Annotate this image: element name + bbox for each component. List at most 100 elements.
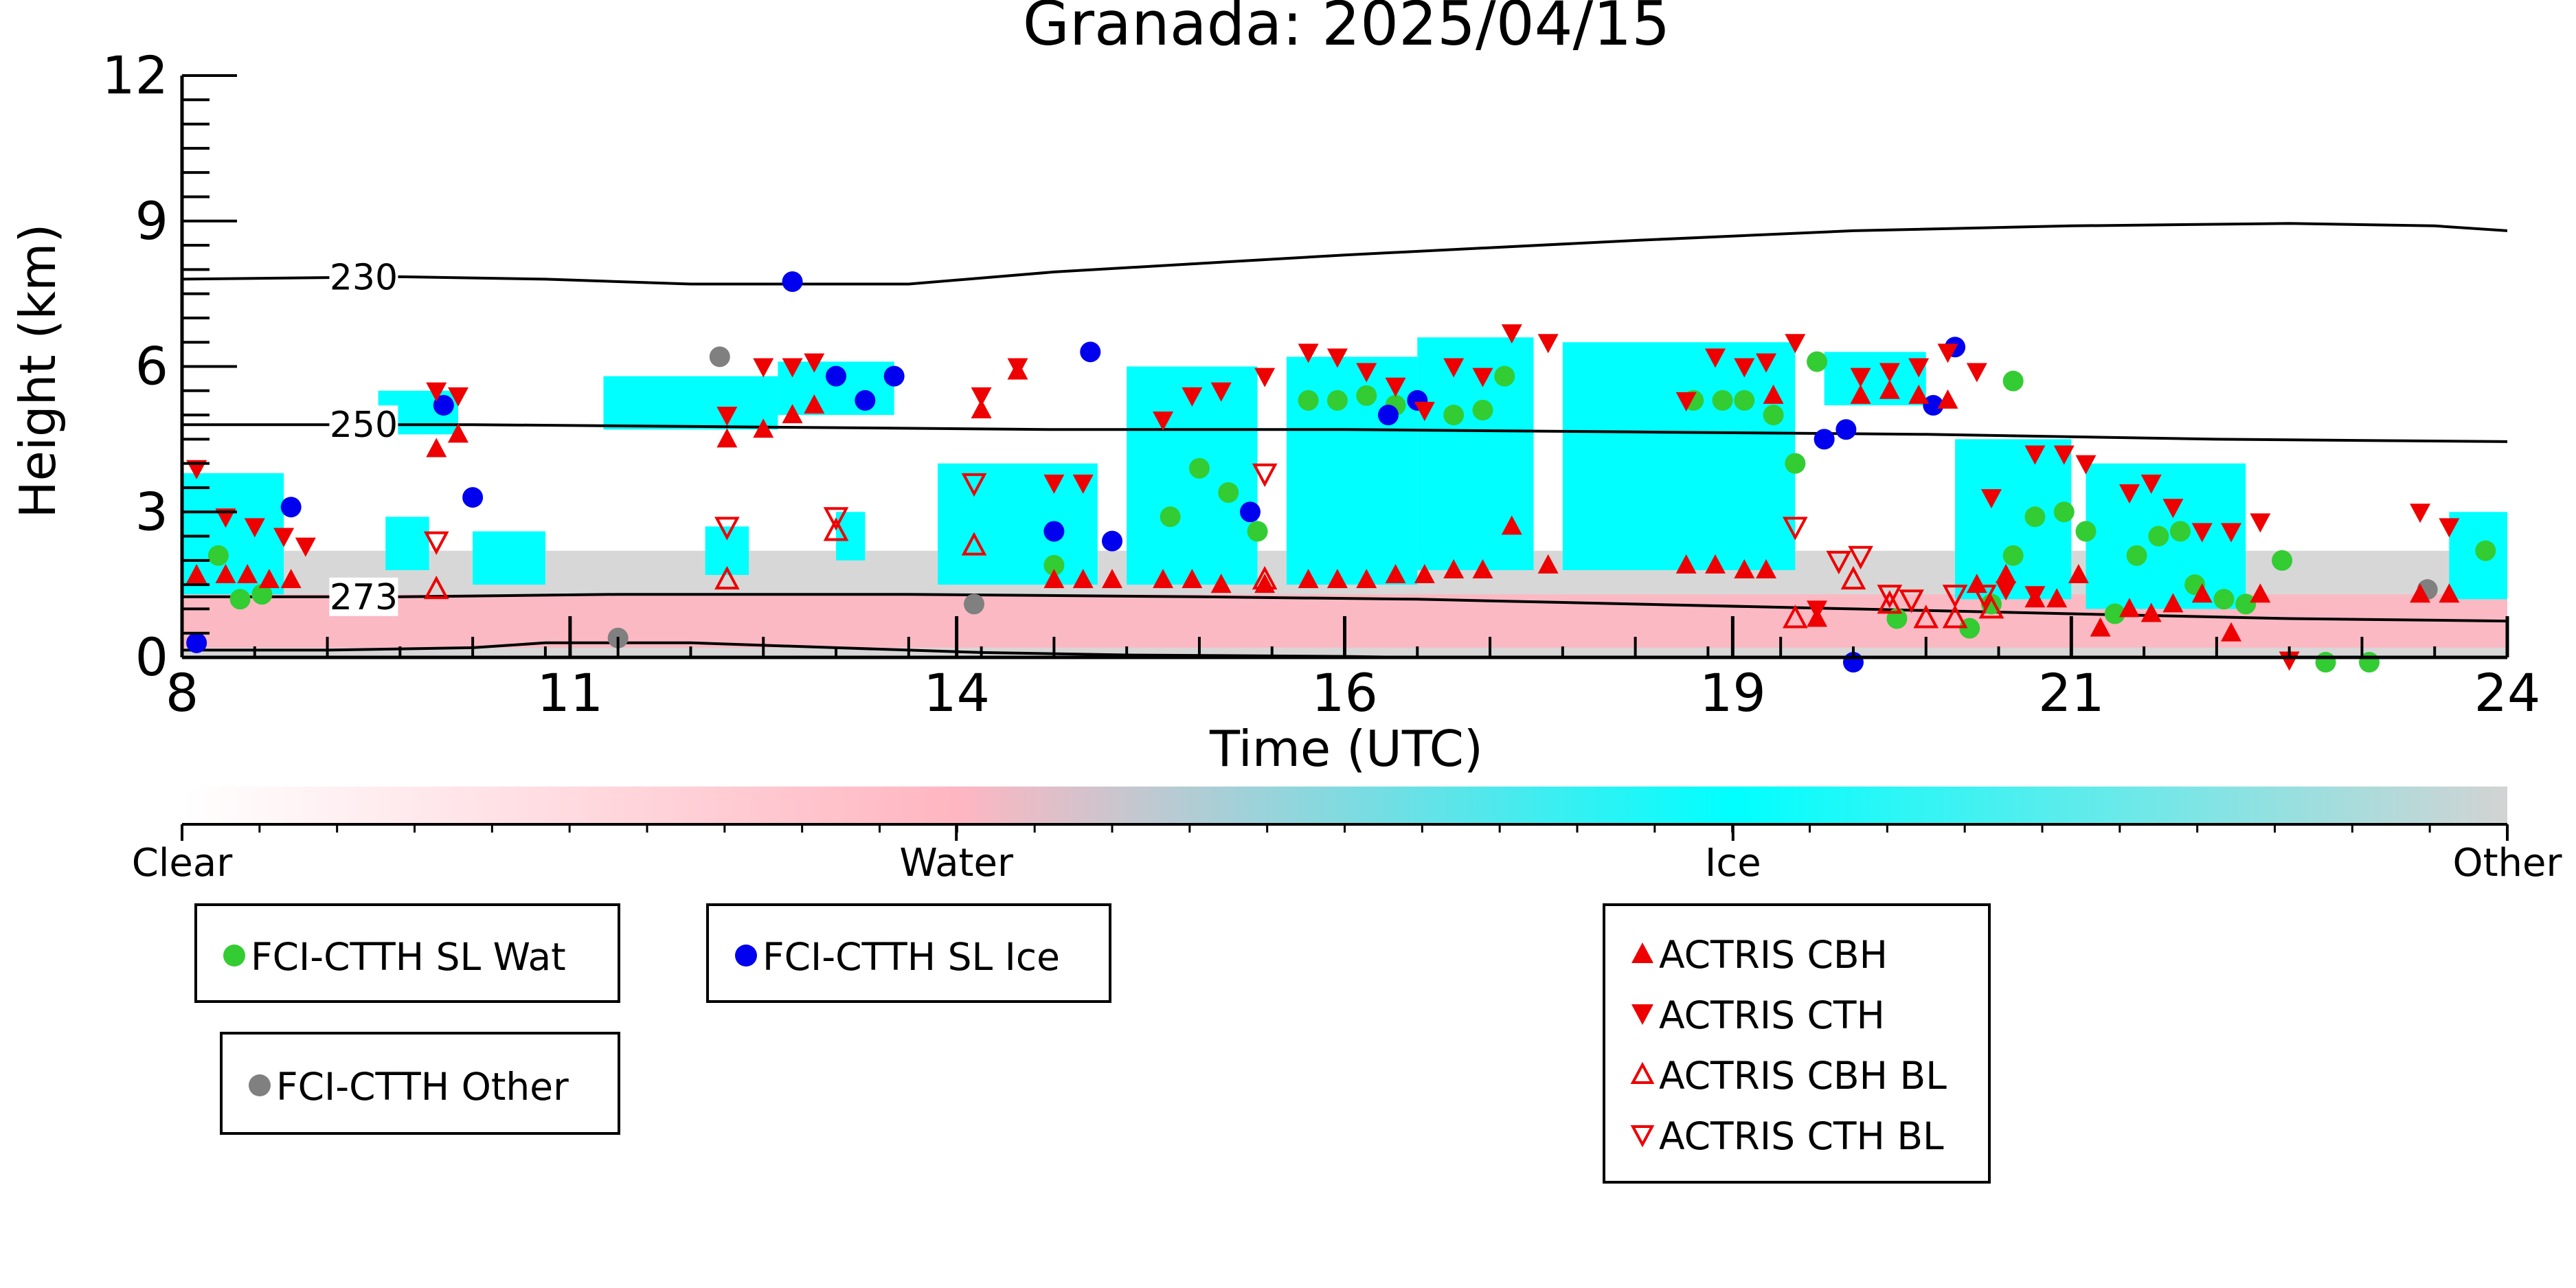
legend-label-actris-cth: ACTRIS CTH (1659, 993, 1885, 1037)
marker-actris-cth (1807, 600, 1828, 620)
marker-fci-ctth-sl-wat (229, 589, 251, 610)
marker-fci-ctth-sl-wat (2235, 594, 2257, 615)
y-tick-label: 12 (102, 45, 168, 106)
marker-actris-cth (1385, 377, 1406, 397)
colorbar (182, 787, 2507, 824)
marker-actris-cth (1443, 358, 1465, 378)
marker-actris-cth (2119, 484, 2140, 504)
marker-fci-ctth-sl-ice (1814, 429, 1835, 450)
marker-actris-cth (1501, 324, 1522, 344)
marker-actris-cbh-bl (823, 517, 849, 541)
marker-fci-ctth-sl-wat (2002, 545, 2024, 566)
marker-actris-cth (447, 387, 468, 407)
marker-fci-ctth-sl-ice (1080, 341, 1101, 363)
marker-fci-ctth-sl-wat (1763, 405, 1784, 426)
marker-fci-ctth-sl-ice (1239, 501, 1261, 523)
colorbar-axis: Clear Water Ice Other (132, 823, 2562, 885)
marker-fci-ctth-sl-wat (2475, 540, 2496, 561)
marker-actris-cth (1537, 334, 1559, 354)
legend-label-actris-cth-bl: ACTRIS CTH BL (1659, 1114, 1944, 1158)
marker-actris-cth (753, 358, 774, 378)
marker-actris-cth (1704, 348, 1726, 368)
marker-actris-cbh-bl (961, 532, 987, 556)
marker-fci-ctth-sl-wat (2213, 589, 2235, 610)
legend-label-actris-cbh-bl: ACTRIS CBH BL (1659, 1054, 1947, 1098)
marker-fci-ctth-sl-ice (1923, 394, 1944, 416)
marker-actris-cth (1908, 358, 1930, 378)
marker-actris-cth (2250, 513, 2271, 533)
legend-label-fci-wat: FCI-CTTH SL Wat (251, 935, 566, 979)
marker-actris-cth (1254, 368, 1276, 387)
marker-actris-cth (1414, 402, 1435, 422)
legend-label-actris-cbh: ACTRIS CBH (1659, 933, 1888, 977)
marker-actris-cth (782, 358, 803, 378)
marker-actris-cbh (2046, 588, 2068, 608)
marker-actris-cth (2439, 518, 2460, 538)
marker-actris-cth (1996, 581, 2017, 601)
marker-actris-cbh (426, 438, 447, 457)
marker-actris-cth (2162, 499, 2184, 519)
marker-actris-cth (186, 460, 207, 479)
marker-actris-cth-bl (423, 531, 449, 555)
marker-actris-cth (1356, 363, 1377, 383)
colorbar-label: Water (899, 841, 1014, 885)
marker-actris-cbh (215, 564, 236, 584)
x-tick-label: 16 (1311, 662, 1378, 723)
marker-actris-cbh (1443, 558, 1465, 578)
contour-label-bg (329, 577, 398, 616)
marker-fci-ctth-sl-wat (2075, 521, 2097, 542)
colorbar-label: Clear (132, 841, 233, 885)
marker-actris-cth (2024, 445, 2046, 465)
marker-actris-cbh (2191, 583, 2213, 603)
marker-fci-ctth-sl-wat (2024, 506, 2046, 528)
marker-actris-cbh-bl (1840, 565, 1866, 590)
marker-actris-cbh (971, 399, 992, 419)
y-tick-label: 6 (135, 336, 168, 397)
legend-label-fci-ice: FCI-CTTH SL Ice (762, 935, 1060, 979)
marker-fci-ctth-sl-ice (1102, 530, 1122, 552)
marker-actris-cbh (1102, 569, 1122, 589)
marker-actris-cth-bl (1877, 585, 1903, 609)
cloud-region-ice (473, 531, 545, 585)
legend-fci-wat: FCI-CTTH SL Wat (194, 903, 620, 1003)
marker-actris-cth (1007, 358, 1028, 378)
contour-label-bg (329, 405, 398, 444)
marker-actris-cth-bl (1971, 585, 1997, 609)
x-tick-label: 24 (2474, 662, 2541, 723)
marker-actris-cbh (716, 428, 738, 448)
marker-actris-cbh (1996, 564, 2017, 584)
cloud-region-ice (385, 517, 429, 570)
marker-actris-cbh (1326, 569, 1348, 589)
marker-actris-cbh (2439, 583, 2460, 603)
marker-actris-cth (1210, 382, 1232, 402)
marker-actris-cth (971, 387, 992, 407)
contour-label: 250 (330, 405, 398, 446)
marker-actris-cbh (1043, 569, 1065, 589)
marker-actris-cbh (1472, 558, 1493, 578)
x-axis-label: Time (UTC) (1209, 720, 1483, 778)
marker-actris-cth (1937, 343, 1958, 363)
marker-fci-ctth-sl-wat (1160, 506, 1181, 528)
marker-fci-ctth-sl-wat (1043, 554, 1065, 576)
marker-fci-ctth-sl-ice (782, 271, 803, 292)
cloud-region-ice (1562, 342, 1796, 570)
legend-actris: ACTRIS CBH ACTRIS CTH ACTRIS CBH BL ACTR… (1603, 903, 1991, 1184)
marker-fci-ctth-sl-wat (2315, 652, 2336, 673)
marker-actris-cbh-bl (1252, 565, 1278, 590)
marker-actris-cth (215, 508, 236, 528)
marker-fci-ctth-other (709, 346, 730, 368)
marker-actris-cth (1326, 348, 1348, 368)
marker-actris-cbh-bl (1783, 605, 1808, 629)
marker-actris-cbh (1072, 569, 1094, 589)
marker-actris-cbh (782, 404, 803, 424)
marker-actris-cbh (1537, 554, 1559, 574)
contour-line-230 (182, 222, 2507, 286)
marker-actris-cth (2024, 586, 2046, 606)
marker-actris-cbh (2068, 564, 2089, 584)
marker-actris-cbh (186, 564, 207, 584)
marker-actris-cth-bl (1826, 550, 1852, 575)
x-tick-label: 14 (923, 662, 990, 723)
marker-actris-cbh-bl (1913, 605, 1939, 629)
marker-actris-cth (2410, 504, 2431, 523)
marker-actris-cbh-bl (423, 575, 449, 600)
